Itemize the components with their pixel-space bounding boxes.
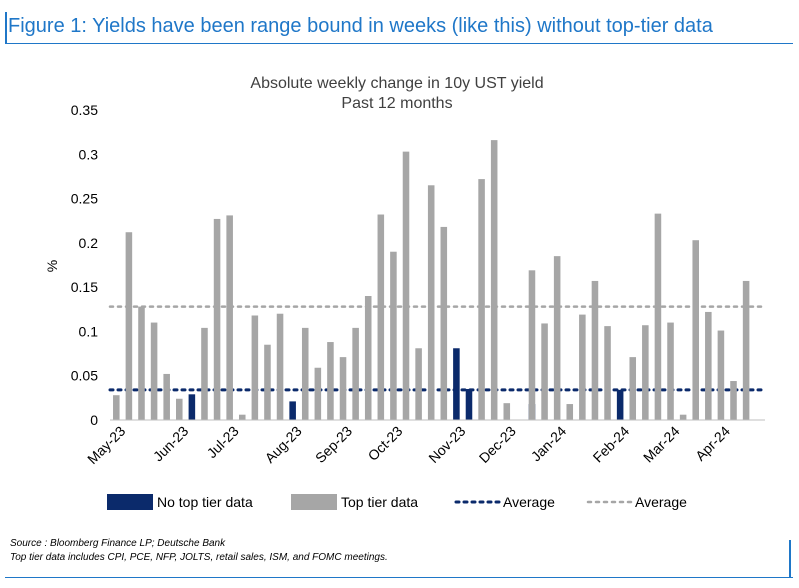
bar-top-tier xyxy=(415,348,422,420)
bar-no-top-tier xyxy=(616,389,624,420)
bar-top-tier xyxy=(113,395,120,420)
bar-top-tier xyxy=(679,414,687,420)
bar-top-tier xyxy=(742,280,750,420)
y-tick-label: 0.1 xyxy=(79,323,99,339)
bar-top-tier xyxy=(238,414,246,420)
bar-top-tier xyxy=(163,373,170,420)
chart-subtitle: Past 12 months xyxy=(341,95,452,112)
x-tick-label: May-23 xyxy=(84,423,128,467)
bar-top-tier xyxy=(440,226,448,420)
x-tick-label: Sep-23 xyxy=(312,423,355,466)
bar-top-tier xyxy=(705,311,712,420)
legend-swatch-top-tier xyxy=(291,494,337,510)
bar-top-tier xyxy=(264,344,271,420)
x-tick-label: Jan-24 xyxy=(528,423,570,465)
footnote: Top tier data includes CPI, PCE, NFP, JO… xyxy=(10,552,388,563)
legend-label-top-tier: Top tier data xyxy=(341,494,418,510)
bar-top-tier xyxy=(201,327,208,420)
bar-no-top-tier xyxy=(289,401,296,420)
bar-top-tier xyxy=(503,403,511,420)
bar-top-tier xyxy=(478,179,485,420)
y-tick-label: 0.25 xyxy=(71,191,98,207)
bar-top-tier xyxy=(579,314,586,420)
bar-top-tier xyxy=(642,325,649,420)
bar-top-tier xyxy=(390,251,397,420)
bar-top-tier xyxy=(276,313,284,420)
footer-accent-bar xyxy=(789,540,791,578)
bar-top-tier xyxy=(427,185,435,420)
bar-top-tier xyxy=(364,296,372,420)
bar-top-tier xyxy=(717,330,725,420)
bar-top-tier xyxy=(150,322,158,420)
y-tick-label: 0.15 xyxy=(71,279,98,295)
x-tick-label: Oct-23 xyxy=(365,423,406,464)
bar-top-tier xyxy=(301,327,309,420)
bar-top-tier xyxy=(377,214,385,420)
legend-label-no-top-tier: No top tier data xyxy=(157,494,253,510)
footer-divider xyxy=(5,577,793,578)
bar-top-tier xyxy=(654,213,662,420)
figure-title: Figure 1: Yields have been range bound i… xyxy=(8,15,713,37)
bar-top-tier xyxy=(553,256,561,420)
y-tick-label: 0 xyxy=(90,412,98,428)
bar-top-tier xyxy=(667,322,674,420)
bar-top-tier xyxy=(402,151,410,420)
bar-top-tier xyxy=(125,232,133,420)
bar-top-tier xyxy=(591,280,599,420)
bar-top-tier xyxy=(490,140,498,420)
x-tick-label: Dec-23 xyxy=(476,423,519,466)
bar-top-tier xyxy=(327,342,334,420)
bar-top-tier xyxy=(604,326,611,420)
bar-top-tier xyxy=(352,327,359,420)
x-tick-label: Feb-24 xyxy=(590,423,633,466)
bar-top-tier xyxy=(339,357,347,420)
bar-no-top-tier xyxy=(188,394,196,420)
x-tick-label: Jun-23 xyxy=(150,423,192,465)
title-divider xyxy=(5,43,793,44)
legend-label-average-top-tier: Average xyxy=(635,494,687,510)
x-tick-label: Aug-23 xyxy=(262,423,305,466)
x-tick-label: Apr-24 xyxy=(692,423,733,464)
bar-top-tier xyxy=(541,323,548,420)
bar-top-tier xyxy=(251,315,259,420)
bar-top-tier xyxy=(528,270,536,420)
y-tick-label: 0.35 xyxy=(71,102,98,118)
y-tick-label: 0.05 xyxy=(71,368,98,384)
x-tick-label: Mar-24 xyxy=(640,423,683,466)
bar-top-tier xyxy=(629,357,637,420)
bar-top-tier xyxy=(730,381,737,420)
source-note: Source : Bloomberg Finance LP; Deutsche … xyxy=(10,538,226,549)
x-tick-label: Nov-23 xyxy=(425,423,468,466)
bar-top-tier xyxy=(138,306,145,420)
bar-top-tier xyxy=(692,240,699,420)
y-tick-label: 0.2 xyxy=(79,235,99,251)
legend-label-average-no-top-tier: Average xyxy=(503,494,555,510)
y-tick-label: 0.3 xyxy=(79,146,99,162)
bar-top-tier xyxy=(176,398,183,420)
title-accent-bar xyxy=(5,12,7,44)
bar-top-tier xyxy=(226,215,233,420)
bar-no-top-tier xyxy=(453,348,460,420)
bar-no-top-tier xyxy=(465,389,473,420)
bar-top-tier xyxy=(213,218,221,420)
x-tick-label: Jul-23 xyxy=(204,423,242,461)
legend-swatch-no-top-tier xyxy=(107,494,153,510)
bar-top-tier xyxy=(566,404,574,420)
y-axis-label: % xyxy=(44,260,60,272)
bar-top-tier xyxy=(314,367,322,420)
chart-title: Absolute weekly change in 10y UST yield xyxy=(250,75,543,92)
